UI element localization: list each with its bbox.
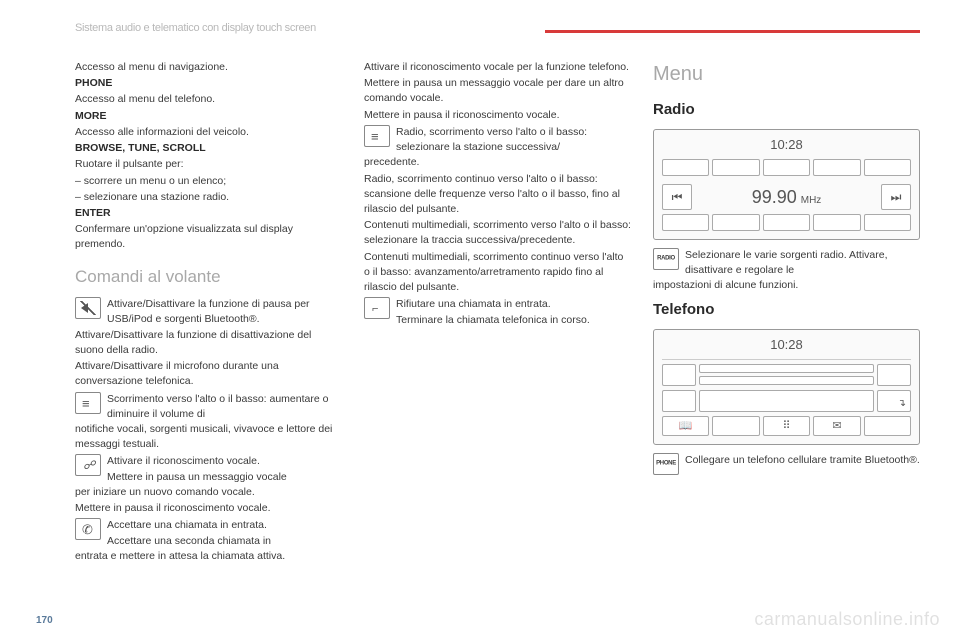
- text: Accettare una seconda chiamata in: [107, 535, 271, 547]
- text: Mettere in pausa il riconoscimento vocal…: [75, 501, 342, 516]
- handset-icon: ↴: [898, 397, 906, 412]
- display-time: 10:28: [662, 336, 911, 355]
- phone-display: 10:28 ↴ 📖 ⠿ ✉: [653, 329, 920, 445]
- text: Mettere in pausa il riconoscimento vocal…: [364, 108, 631, 123]
- mute-icon: [75, 297, 101, 319]
- preset-cell[interactable]: [662, 214, 709, 231]
- text: Selezionare le varie sorgenti radio. Att…: [685, 248, 920, 278]
- text: Ruotare il pulsante per:: [75, 157, 342, 172]
- text: per iniziare un nuovo comando vocale.: [75, 485, 342, 500]
- preset-cell[interactable]: [712, 214, 759, 231]
- heading-comandi: Comandi al volante: [75, 265, 342, 290]
- text: notifiche vocali, sorgenti musicali, viv…: [75, 422, 342, 452]
- text: Accettare una chiamata in entrata.: [107, 519, 267, 531]
- text: Accesso alle informazioni del veicolo.: [75, 125, 342, 140]
- text: Attivare il riconoscimento vocale. Mette…: [107, 454, 342, 484]
- phone-info-bar: [699, 390, 874, 412]
- heading-telefono: Telefono: [653, 299, 920, 321]
- phone-handset-button[interactable]: ↴: [877, 390, 911, 412]
- scroll-icon: [75, 392, 101, 414]
- phone-info-bar: [699, 376, 874, 385]
- preset-cell[interactable]: [813, 214, 860, 231]
- next-station-button[interactable]: ⏭: [881, 184, 911, 210]
- phone-info-bar: [699, 364, 874, 373]
- text: Collegare un telefono cellulare tramite …: [685, 453, 920, 468]
- text: Attivare il riconoscimento vocale per la…: [364, 60, 631, 75]
- watermark: carmanualsonline.info: [754, 609, 940, 630]
- icon-label: RADIO: [657, 254, 675, 263]
- dialpad-button[interactable]: ⠿: [763, 416, 810, 436]
- phone-side-button[interactable]: [662, 364, 696, 386]
- text: precedente.: [364, 155, 631, 170]
- text: Scorrimento verso l'alto o il basso: aum…: [107, 392, 342, 422]
- heading-enter: ENTER: [75, 206, 342, 221]
- display-time: 10:28: [662, 136, 911, 155]
- preset-cell[interactable]: [864, 159, 911, 176]
- text: Accettare una chiamata in entrata. Accet…: [107, 518, 342, 548]
- text: Attivare/Disattivare la funzione di paus…: [107, 297, 342, 327]
- text: Attivare/Disattivare il microfono durant…: [75, 359, 342, 389]
- text: Radio, scorrimento continuo verso l'alto…: [364, 172, 631, 218]
- heading-phone: PHONE: [75, 76, 342, 91]
- column-3: Menu Radio 10:28 ⏮ 99.90 MHz ⏭: [653, 60, 920, 602]
- scroll-icon: [364, 125, 390, 147]
- divider: [662, 359, 911, 360]
- preset-cell[interactable]: [763, 159, 810, 176]
- contacts-button[interactable]: 📖: [662, 416, 709, 436]
- text: Contenuti multimediali, scorrimento vers…: [364, 218, 631, 248]
- phone-side-button[interactable]: [662, 390, 696, 412]
- text: Accesso al menu di navigazione.: [75, 60, 342, 75]
- text: impostazioni di alcune funzioni.: [653, 278, 920, 293]
- preset-cell[interactable]: [864, 214, 911, 231]
- heading-browse: BROWSE, TUNE, SCROLL: [75, 141, 342, 156]
- radio-icon: RADIO: [653, 248, 679, 270]
- radio-display: 10:28 ⏮ 99.90 MHz ⏭: [653, 129, 920, 240]
- phone-reject-icon: [364, 297, 390, 319]
- text: Terminare la chiamata telefonica in cors…: [396, 314, 590, 326]
- preset-cell[interactable]: [763, 214, 810, 231]
- freq-number: 99.90: [752, 187, 797, 207]
- heading-more: MORE: [75, 109, 342, 124]
- column-2: Attivare il riconoscimento vocale per la…: [364, 60, 631, 602]
- preset-cell[interactable]: [813, 159, 860, 176]
- phone-accept-icon: [75, 518, 101, 540]
- heading-radio: Radio: [653, 99, 920, 121]
- text: Attivare/Disattivare la funzione di disa…: [75, 328, 342, 358]
- column-1: Accesso al menu di navigazione. PHONE Ac…: [75, 60, 342, 602]
- text: entrata e mettere in attesa la chiamata …: [75, 549, 342, 564]
- prev-station-button[interactable]: ⏮: [662, 184, 692, 210]
- text: Contenuti multimediali, scorrimento cont…: [364, 250, 631, 296]
- phone-icon: PHONE: [653, 453, 679, 475]
- text: Rifiutare una chiamata in entrata. Termi…: [396, 297, 631, 327]
- page-number: 170: [36, 615, 53, 626]
- text: Rifiutare una chiamata in entrata.: [396, 298, 551, 310]
- preset-cell[interactable]: [662, 159, 709, 176]
- phone-blank-button[interactable]: [864, 416, 911, 436]
- frequency-value: 99.90 MHz: [698, 184, 875, 210]
- text: Radio, scorrimento verso l'alto o il bas…: [396, 125, 631, 155]
- icon-label: PHONE: [656, 460, 676, 469]
- phone-side-button[interactable]: [877, 364, 911, 386]
- header-accent-line: [545, 30, 920, 33]
- text: Mettere in pausa un messaggio vocale: [107, 471, 287, 483]
- text: Mettere in pausa un messaggio vocale per…: [364, 76, 631, 106]
- heading-menu: Menu: [653, 60, 920, 89]
- text: Attivare il riconoscimento vocale.: [107, 455, 260, 467]
- text: – scorrere un menu o un elenco;: [75, 174, 342, 189]
- text: Accesso al menu del telefono.: [75, 92, 342, 107]
- preset-cell[interactable]: [712, 159, 759, 176]
- phone-blank-button[interactable]: [712, 416, 759, 436]
- voice-icon: [75, 454, 101, 476]
- header-title: Sistema audio e telematico con display t…: [75, 22, 316, 34]
- text: Confermare un'opzione visualizzata sul d…: [75, 222, 342, 252]
- text: – selezionare una stazione radio.: [75, 190, 342, 205]
- freq-unit: MHz: [801, 195, 822, 206]
- messages-button[interactable]: ✉: [813, 416, 860, 436]
